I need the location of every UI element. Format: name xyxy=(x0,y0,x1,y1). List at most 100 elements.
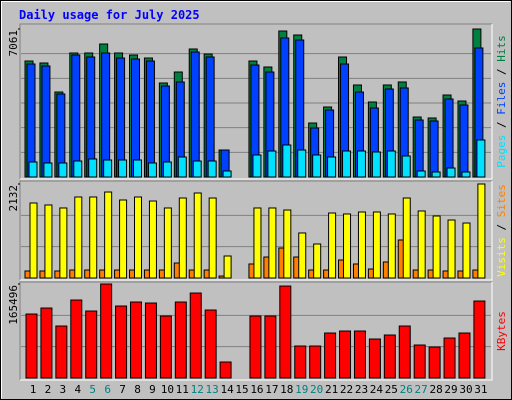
x-tick-label: 20 xyxy=(310,383,323,396)
bar xyxy=(177,156,187,178)
bar xyxy=(204,309,217,379)
x-tick-label: 17 xyxy=(265,383,278,396)
bar xyxy=(115,305,128,379)
bar xyxy=(119,199,128,279)
bar xyxy=(462,222,471,279)
legend-separator: / xyxy=(495,62,508,82)
bar xyxy=(174,301,187,379)
bar xyxy=(413,344,426,379)
bar xyxy=(461,171,471,178)
bar xyxy=(327,156,337,178)
x-tick-label: 24 xyxy=(370,383,384,396)
bar xyxy=(85,310,98,379)
bar xyxy=(59,207,68,279)
x-tick-label: 19 xyxy=(295,383,308,396)
x-tick-label: 21 xyxy=(325,383,338,396)
bar xyxy=(401,155,411,178)
bar xyxy=(371,151,381,178)
bar xyxy=(207,160,217,178)
bar xyxy=(342,150,352,178)
x-tick-label: 4 xyxy=(74,383,81,396)
bar xyxy=(147,162,157,178)
bar xyxy=(267,150,277,178)
x-tick-label: 11 xyxy=(176,383,189,396)
bar xyxy=(294,345,307,379)
bar xyxy=(148,200,157,279)
bar xyxy=(41,65,51,178)
bar xyxy=(432,215,441,279)
legend: KBytes xyxy=(495,311,508,351)
panel-bevel xyxy=(19,23,492,179)
bar xyxy=(28,161,38,178)
x-tick-label: 26 xyxy=(400,383,413,396)
x-tick-label: 12 xyxy=(191,383,204,396)
x-tick-label: 22 xyxy=(340,383,353,396)
legend: Pages / Files / Hits xyxy=(495,35,508,168)
bar xyxy=(159,315,172,379)
bar xyxy=(398,325,411,379)
bar xyxy=(444,98,454,178)
bar xyxy=(428,346,441,379)
bar xyxy=(162,161,172,178)
bar xyxy=(252,154,262,178)
legend-separator: / xyxy=(495,115,508,135)
bar xyxy=(357,211,366,279)
bar xyxy=(447,219,456,279)
panel-bevel xyxy=(20,181,493,281)
x-tick-label: 13 xyxy=(206,383,219,396)
bar xyxy=(324,332,337,379)
bar xyxy=(431,171,441,178)
bar xyxy=(429,120,439,178)
x-tick-label: 10 xyxy=(161,383,174,396)
bar xyxy=(134,196,143,279)
x-tick-label: 2 xyxy=(45,383,52,396)
bar xyxy=(356,150,366,178)
y-tick-label: 165496 xyxy=(7,285,20,325)
bar xyxy=(368,338,381,379)
bar xyxy=(386,150,396,178)
bar xyxy=(222,170,232,178)
x-tick-label: 14 xyxy=(220,383,234,396)
bar xyxy=(328,212,337,279)
bar xyxy=(223,255,232,279)
bar xyxy=(130,301,143,379)
bar xyxy=(402,197,411,279)
bar xyxy=(205,56,215,178)
x-tick-label: 18 xyxy=(280,383,293,396)
chart-title: Daily usage for July 2025 xyxy=(19,8,200,22)
bar xyxy=(118,159,128,178)
bar xyxy=(70,299,83,379)
bar xyxy=(414,119,424,178)
bar xyxy=(458,332,471,379)
panel-bevel xyxy=(20,24,493,180)
bar xyxy=(163,207,172,279)
bar xyxy=(313,243,322,279)
bar xyxy=(476,139,486,178)
x-tick-label: 16 xyxy=(250,383,263,396)
bar xyxy=(133,159,143,178)
bar xyxy=(103,159,113,178)
bar xyxy=(192,160,202,178)
bar xyxy=(116,57,126,178)
y-tick-label: 7061 xyxy=(7,30,20,57)
x-tick-label: 23 xyxy=(355,383,368,396)
bar xyxy=(178,197,187,279)
legend-separator: / xyxy=(495,217,508,237)
bar xyxy=(282,144,292,178)
bar xyxy=(343,213,352,279)
bar xyxy=(249,315,262,379)
bar xyxy=(208,197,217,279)
bar xyxy=(74,196,83,279)
bar xyxy=(283,209,292,279)
y-tick-label: 2132 xyxy=(7,185,20,212)
bar xyxy=(89,196,98,279)
x-tick-label: 15 xyxy=(235,383,248,396)
bar xyxy=(44,204,53,279)
bar xyxy=(297,149,307,178)
x-tick-label: 7 xyxy=(119,383,126,396)
legend-entry: Pages xyxy=(495,135,508,168)
panel-bevel xyxy=(20,282,493,381)
bar xyxy=(383,334,396,379)
